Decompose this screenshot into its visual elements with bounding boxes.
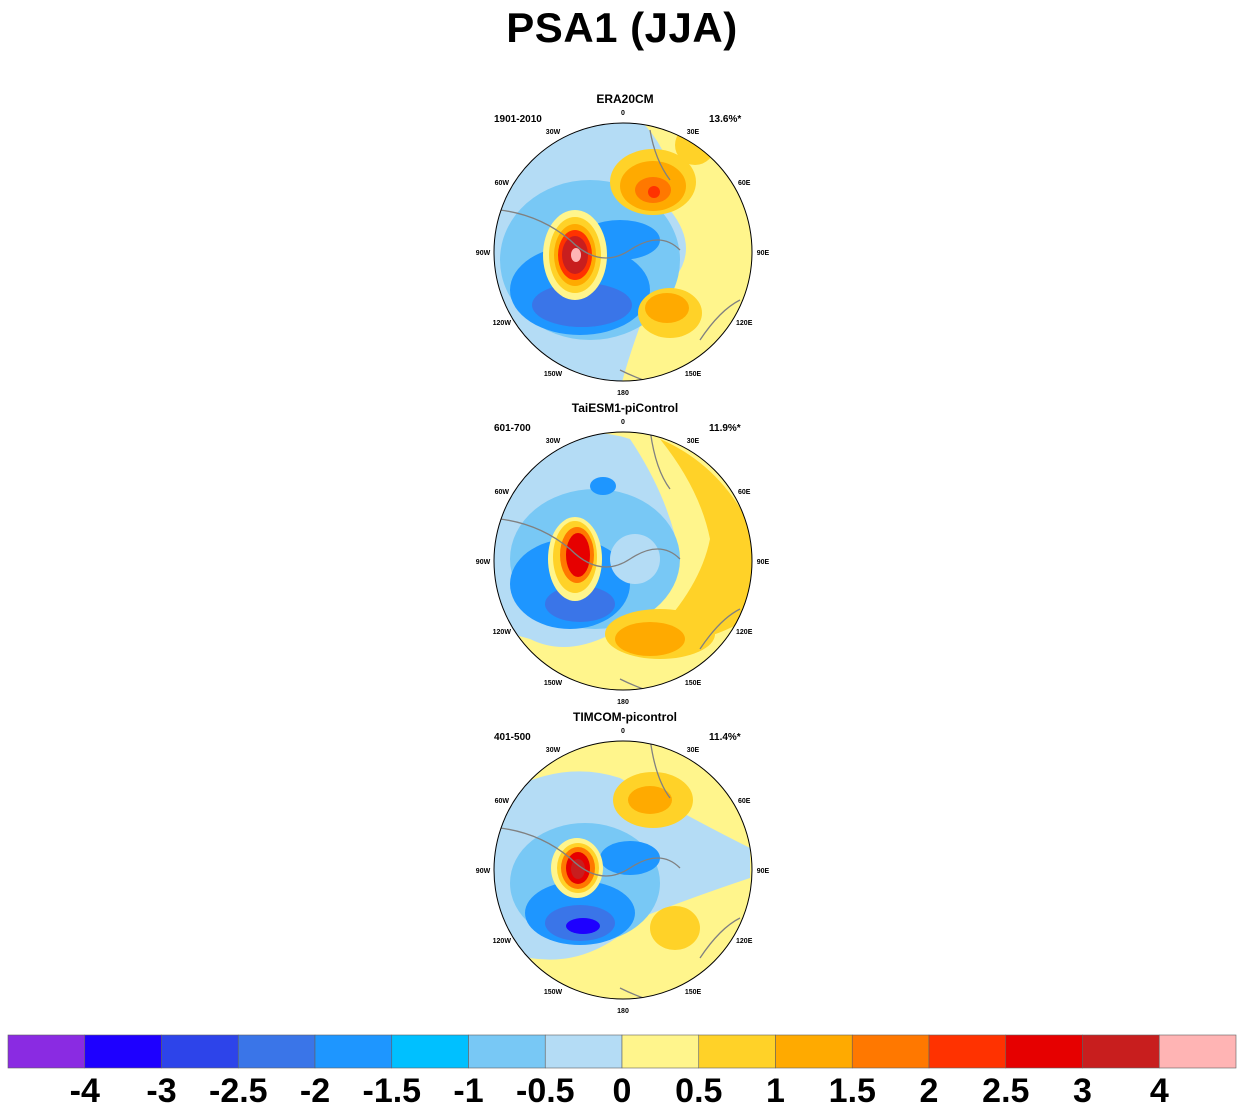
longitude-label: 90E [757, 250, 770, 257]
longitude-label: 180 [617, 1008, 629, 1015]
colorbar-swatch [161, 1034, 239, 1069]
polar-map: 0 30E 60E 90E 120E 150E 180 150W 120W 90W 60W 30W [476, 728, 770, 1015]
longitude-label: 150E [685, 680, 702, 687]
colorbar-tick-label: 1 [766, 1072, 785, 1110]
colorbar-swatch [391, 1034, 469, 1069]
colorbar-tick-label: 2.5 [982, 1072, 1030, 1110]
polar-map: 0 30E 60E 90E 120E 150E 180 150W 120W 90W 60W 30W [476, 419, 770, 706]
colorbar-swatch [1158, 1034, 1237, 1069]
longitude-labels: 0 30E 60E 90E 120E 150E 180 150W 120W 90W 60W 30W [476, 110, 770, 397]
longitude-label: 90E [757, 559, 770, 566]
longitude-label: 120W [493, 320, 512, 327]
colorbar-swatch [928, 1034, 1007, 1069]
longitude-label: 30E [687, 747, 700, 754]
longitude-label: 90W [476, 868, 491, 875]
longitude-label: 0 [621, 110, 625, 117]
colorbar-swatch [7, 1034, 86, 1069]
colorbar-swatch [544, 1034, 623, 1069]
longitude-label: 30W [546, 129, 561, 136]
longitude-label: 30E [687, 129, 700, 136]
longitude-label: 120W [493, 938, 512, 945]
panel-period: 401-500 [494, 732, 531, 743]
longitude-label: 180 [617, 699, 629, 706]
panel-variance: 13.6%* [709, 114, 742, 125]
colorbar-tick-label: -3 [146, 1072, 177, 1110]
longitude-label: 90W [476, 559, 491, 566]
longitude-label: 120E [736, 320, 753, 327]
longitude-label: 30W [546, 438, 561, 445]
longitude-label: 150W [544, 680, 563, 687]
colorbar-tick-label: 2 [919, 1072, 939, 1110]
panel-title: ERA20CM [596, 92, 654, 106]
longitude-label: 60W [495, 489, 510, 496]
longitude-label: 150W [544, 371, 563, 378]
panel-title: TaiESM1-piControl [571, 401, 679, 415]
longitude-label: 120E [736, 629, 753, 636]
colorbar-tick-label: 1.5 [828, 1072, 876, 1110]
longitude-label: 150E [685, 989, 702, 996]
longitude-label: 120E [736, 938, 753, 945]
colorbar-tick-label: -2.5 [209, 1072, 268, 1110]
colorbar-swatch [237, 1034, 316, 1069]
colorbar-swatch [698, 1034, 776, 1069]
panel-variance: 11.9%* [709, 423, 741, 434]
longitude-label: 150W [544, 989, 563, 996]
figure-title: PSA1 (JJA) [506, 4, 738, 51]
longitude-label: 60W [495, 180, 510, 187]
colorbar-tick-label: -0.5 [516, 1072, 575, 1110]
longitude-label: 60E [738, 798, 751, 805]
colorbar-swatch [775, 1034, 853, 1069]
panel-period: 1901-2010 [494, 114, 542, 125]
map-panel-taiesm1: TaiESM1-piControl 601-700 11.9%* 0 30E 60E… [470, 401, 780, 709]
colorbar-swatch [851, 1034, 930, 1069]
colorbar-tick-label: -1 [453, 1072, 484, 1110]
colorbar-tick-label: 0.5 [675, 1072, 723, 1110]
longitude-label: 90W [476, 250, 491, 257]
colorbar-tick-label: 4 [1149, 1072, 1169, 1110]
colorbar-swatch [468, 1034, 546, 1069]
longitude-label: 120W [493, 629, 512, 636]
longitude-label: 60E [738, 180, 751, 187]
longitude-labels: 0 30E 60E 90E 120E 150E 180 150W 120W 90W 60W 30W [476, 728, 770, 1015]
colorbar-swatch [1082, 1034, 1160, 1069]
colorbar-swatch [314, 1034, 393, 1069]
colorbar-tick-label: -1.5 [362, 1072, 422, 1110]
colorbar [7, 1034, 1237, 1069]
longitude-label: 0 [621, 419, 625, 426]
map-panel-era20cm: ERA20CM 1901-2010 13.6%* 0 30E [470, 92, 780, 400]
map-panel-timcom: TIMCOM-picontrol 401-500 11.4%* 0 30E 60E 9… [470, 710, 780, 1018]
polar-map: 0 30E 60E 90E 120E 150E 180 150W 120W 90W 60W 30W [476, 110, 770, 397]
longitude-label: 30E [687, 438, 700, 445]
longitude-label: 30W [546, 747, 561, 754]
colorbar-tick-label: -2 [299, 1072, 331, 1110]
colorbar-swatch [1005, 1034, 1083, 1069]
longitude-label: 60E [738, 489, 751, 496]
longitude-label: 180 [617, 390, 629, 397]
colorbar-tick-label: 3 [1073, 1072, 1092, 1110]
longitude-label: 150E [685, 371, 702, 378]
panel-period: 601-700 [494, 423, 531, 434]
longitude-label: 0 [621, 728, 625, 735]
colorbar-swatch [621, 1034, 700, 1069]
colorbar-tick-label: 0 [612, 1072, 632, 1110]
panel-variance: 11.4%* [709, 732, 741, 743]
longitude-label: 60W [495, 798, 510, 805]
colorbar-tick-label: -4 [69, 1072, 100, 1110]
longitude-labels: 0 30E 60E 90E 120E 150E 180 150W 120W 90W 60W 30W [476, 419, 770, 706]
panel-title: TIMCOM-picontrol [573, 710, 677, 724]
colorbar-swatch [84, 1034, 162, 1069]
longitude-label: 90E [757, 868, 770, 875]
